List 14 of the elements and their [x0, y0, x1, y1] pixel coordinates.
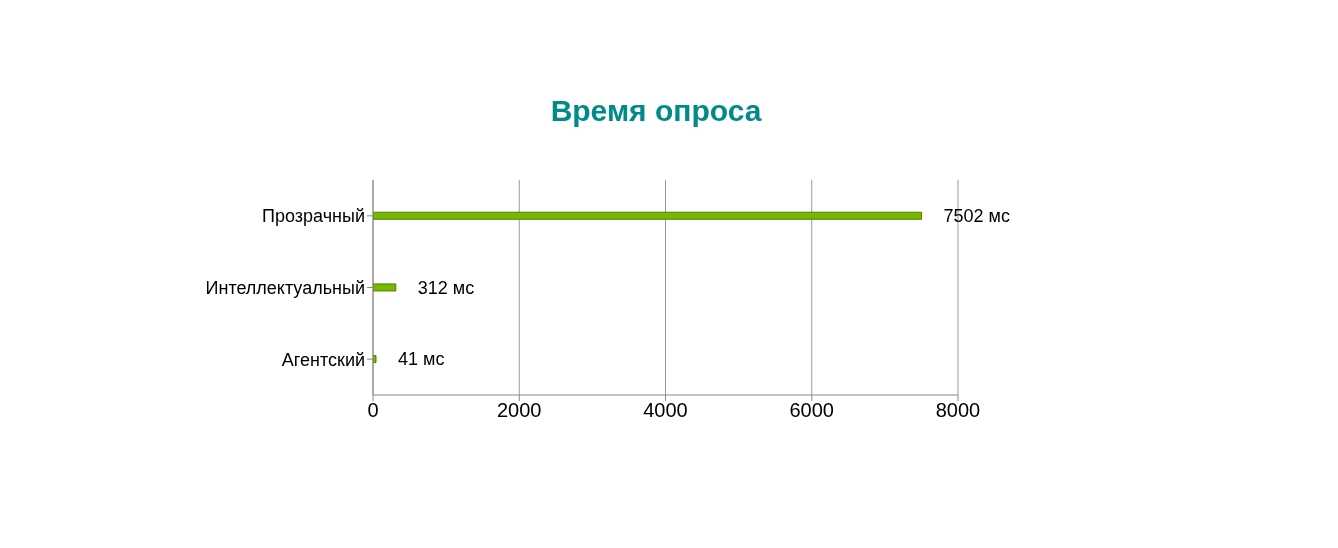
data-label: 7502 мс	[943, 206, 1011, 227]
chart-title: Время опроса	[549, 94, 763, 128]
x-tick-label: 6000	[789, 399, 834, 422]
data-label: 41 мс	[398, 349, 445, 370]
y-tick-label: Прозрачный	[262, 206, 365, 227]
x-tick-label: 2000	[497, 399, 542, 422]
bar	[373, 283, 397, 292]
x-tick-label: 4000	[643, 399, 688, 422]
bar	[373, 211, 923, 220]
data-label: 312 мс	[417, 277, 475, 298]
x-tick-label: 8000	[935, 399, 981, 422]
y-tick-label: Агентский	[281, 349, 365, 370]
x-tick-label: 0	[367, 399, 379, 422]
y-tick-label: Интеллектуальный	[205, 277, 365, 298]
